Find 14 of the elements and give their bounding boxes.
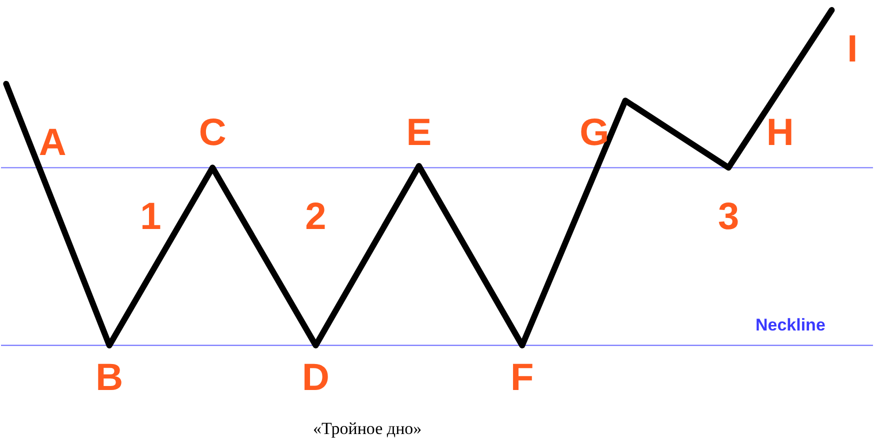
- annotation: 1: [140, 196, 162, 238]
- annotation: H: [766, 112, 794, 154]
- annotation: 3: [718, 196, 740, 238]
- annotation: I: [847, 28, 858, 70]
- annotation: Neckline: [755, 315, 826, 334]
- text: F: [510, 356, 534, 399]
- annotation: A: [38, 122, 66, 164]
- annotation: E: [406, 112, 432, 154]
- annotation: C: [198, 112, 226, 154]
- text: D: [302, 356, 330, 399]
- annotation: 2: [305, 196, 326, 238]
- annotation: G: [580, 112, 610, 154]
- text: «Тройное дно»: [313, 419, 422, 438]
- text: B: [96, 356, 124, 399]
